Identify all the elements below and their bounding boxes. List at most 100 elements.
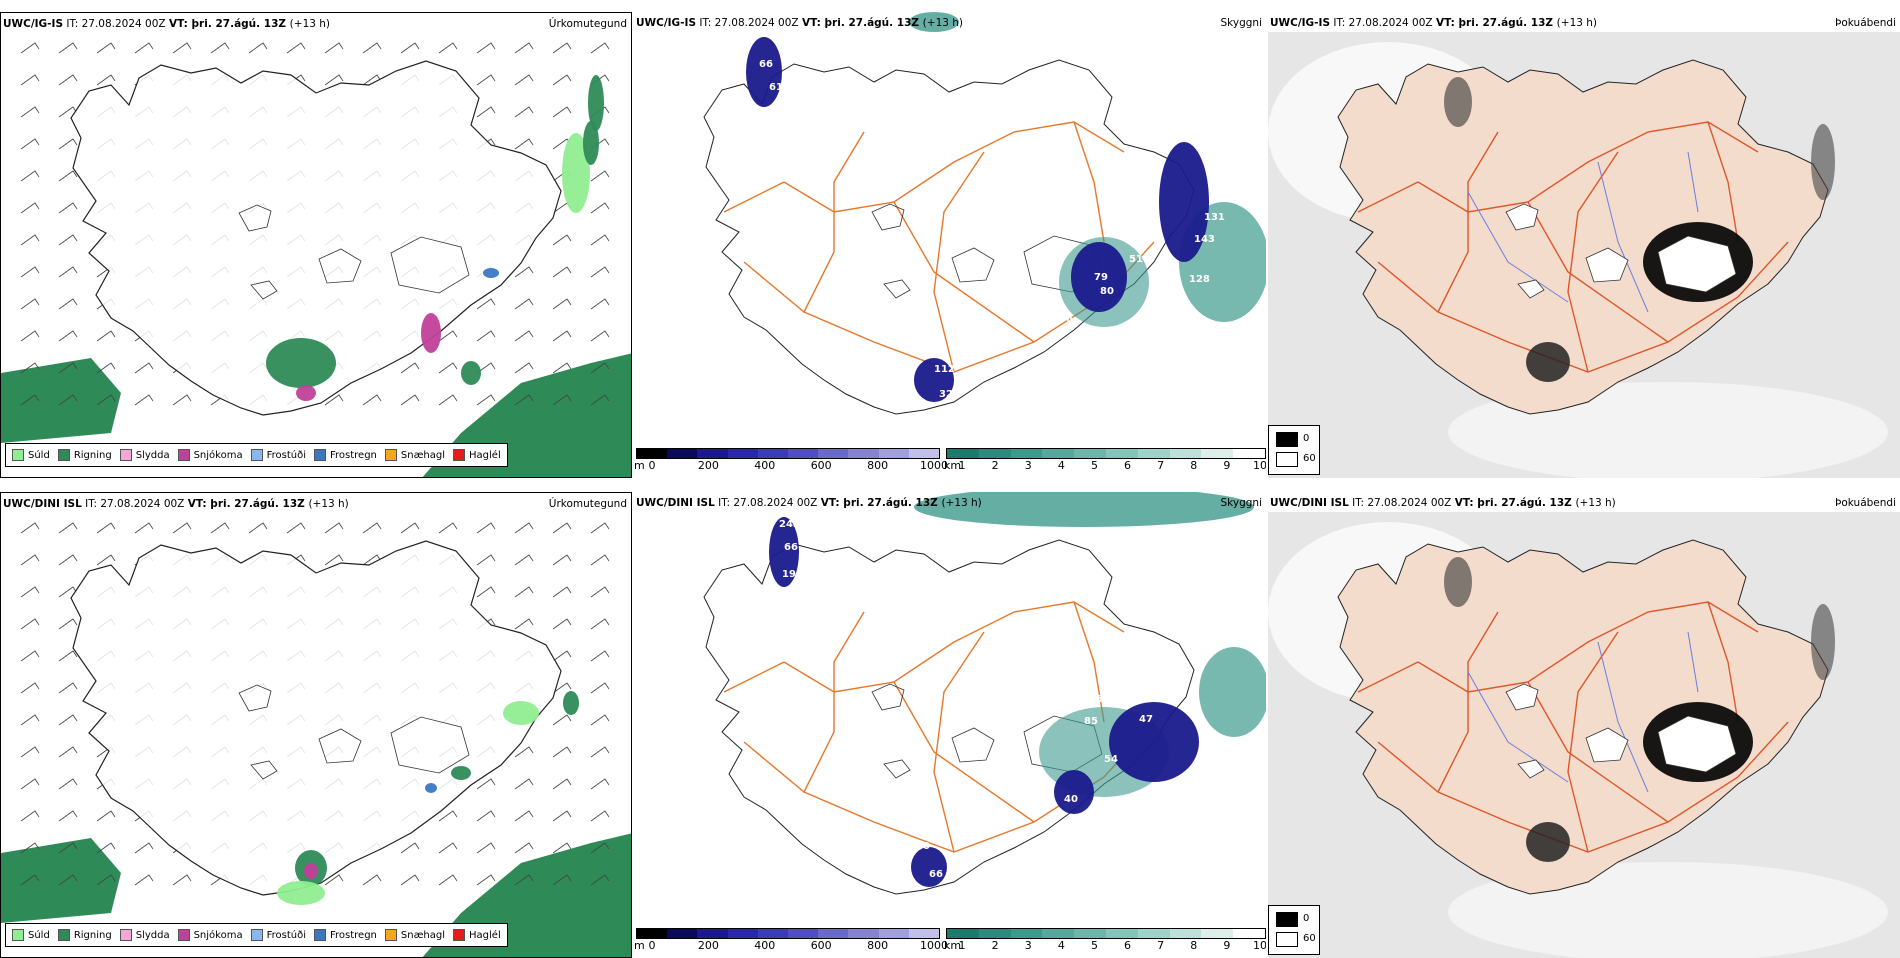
- ceiling-label: 154: [1089, 694, 1110, 705]
- ceiling_bar-colorbar: [636, 928, 940, 939]
- valid-time: þri. 27.ágú. 13Z: [191, 18, 290, 30]
- road: [1567, 151, 1619, 373]
- legend-item: Súld: [12, 449, 50, 461]
- model-name: UWC/IG-IS: [3, 18, 64, 30]
- init-time: 27.08.2024 00Z: [714, 17, 802, 29]
- wind-barb: [58, 618, 78, 630]
- valid-time: þri. 27.ágú. 13Z: [210, 498, 309, 510]
- wind-barb: [438, 874, 458, 886]
- wind-barb: [58, 522, 78, 534]
- fog-legend-swatch: [1276, 912, 1298, 927]
- wind-barb: [590, 714, 610, 726]
- wind-barb: [552, 682, 572, 694]
- legend-label: Snæhagl: [400, 929, 446, 941]
- road: [1357, 661, 1419, 693]
- wind-barb: [20, 810, 40, 822]
- colorbar-tick: 800: [867, 459, 889, 472]
- wind-barb: [20, 842, 40, 854]
- wind-barb: [58, 650, 78, 662]
- colorbar-unit: m: [634, 459, 645, 472]
- wind-barb: [362, 394, 382, 406]
- legend-swatch: [384, 929, 397, 941]
- colorbar-tick: 7: [1157, 459, 1165, 472]
- wind-barb: [552, 106, 572, 118]
- fog-dense-area: [1811, 124, 1835, 200]
- colorbar-tick: 5: [1090, 459, 1098, 472]
- ceiling_bar-colorbar: [636, 448, 940, 459]
- lead-time: (+13 h): [308, 498, 349, 510]
- fog-legend-swatch: [1276, 432, 1298, 447]
- fog-legend-label: 60: [1303, 453, 1316, 464]
- wind-barb: [590, 298, 610, 310]
- glacier-outline: [883, 279, 911, 299]
- panel-header: UWC/IG-IS IT: 27.08.2024 00Z VT: þri. 27…: [1270, 17, 1598, 29]
- glacier-outline: [238, 684, 272, 712]
- glacier-outline: [238, 204, 272, 232]
- wind-barb: [172, 874, 192, 886]
- snow-area: [296, 385, 316, 401]
- product-type: Skyggni: [1220, 17, 1263, 29]
- fog-dense-area: [1526, 822, 1570, 862]
- colorbar-tick: 0: [648, 939, 656, 952]
- ceiling-label: 112: [934, 364, 955, 375]
- wind-barb: [58, 362, 78, 374]
- colorbar-tick: 8: [1190, 459, 1198, 472]
- legend-item: Snjókoma: [177, 449, 243, 461]
- glacier-outline: [318, 728, 362, 764]
- wind-barb: [590, 202, 610, 214]
- road: [803, 611, 865, 793]
- wind-barb: [58, 682, 78, 694]
- wind-barb: [438, 42, 458, 54]
- wind-barb: [20, 714, 40, 726]
- wind-barb: [96, 330, 116, 342]
- river: [1687, 151, 1699, 213]
- colorbar-unit: m: [634, 939, 645, 952]
- ceiling-label: 66: [929, 869, 943, 880]
- map-panel-2: 66 61 55 131 143 128 79 80 66 51 112 32 UWC/IG-IS I…: [634, 12, 1266, 478]
- glacier-outline: [1657, 235, 1737, 293]
- legend-label: Slydda: [135, 929, 170, 941]
- fog-legend-label: 0: [1303, 433, 1310, 444]
- wind-barb: [324, 394, 344, 406]
- glacier-outline: [1505, 683, 1539, 711]
- wind-barb: [476, 522, 496, 534]
- ceiling-label: 66: [784, 542, 798, 553]
- wind-barb: [20, 554, 40, 566]
- colorbar-tick: 200: [697, 939, 719, 952]
- wind-barb: [58, 234, 78, 246]
- wind-barb: [438, 522, 458, 534]
- wind-barb: [324, 522, 344, 534]
- panel-header: UWC/DINI ISL IT: 27.08.2024 00Z VT: þri.…: [1270, 497, 1616, 509]
- wind-barb: [134, 394, 154, 406]
- wind-barb: [552, 330, 572, 342]
- wind-barb: [514, 554, 534, 566]
- ceiling-label: 243: [779, 519, 800, 530]
- glacier-outline: [883, 759, 911, 779]
- wind-barb: [590, 522, 610, 534]
- wind-barb: [552, 298, 572, 310]
- wind-barb: [58, 778, 78, 790]
- glacier-outline: [1657, 715, 1737, 773]
- model-name: UWC/DINI ISL: [636, 497, 715, 509]
- rain-area: [266, 338, 336, 388]
- ceiling-label: 128: [1189, 274, 1210, 285]
- wind-barb: [590, 778, 610, 790]
- wind-barb: [514, 106, 534, 118]
- legend-label: Rigning: [73, 449, 112, 461]
- wind-barb: [20, 298, 40, 310]
- wind-barb: [476, 842, 496, 854]
- map-panel-1: UWC/IG-IS IT: 27.08.2024 00Z VT: þri. 27…: [0, 12, 632, 478]
- ceiling-label: 54: [1104, 754, 1118, 765]
- legend-label: Súld: [28, 449, 50, 461]
- glacier-outline: [1585, 247, 1629, 283]
- colorbar-tick: 5: [1090, 939, 1098, 952]
- wind-barb: [286, 42, 306, 54]
- wind-barb: [514, 42, 534, 54]
- legend-label: Snjókoma: [193, 449, 243, 461]
- precip-type-legend: Súld Rigning Slydda Snjókoma Frostúði Frostre…: [5, 923, 508, 947]
- model-name: UWC/DINI ISL: [1270, 497, 1349, 509]
- legend-item: Haglél: [453, 929, 501, 941]
- rain-area: [461, 361, 481, 385]
- colorbar-tick: 3: [1024, 459, 1032, 472]
- legend-swatch: [12, 929, 24, 941]
